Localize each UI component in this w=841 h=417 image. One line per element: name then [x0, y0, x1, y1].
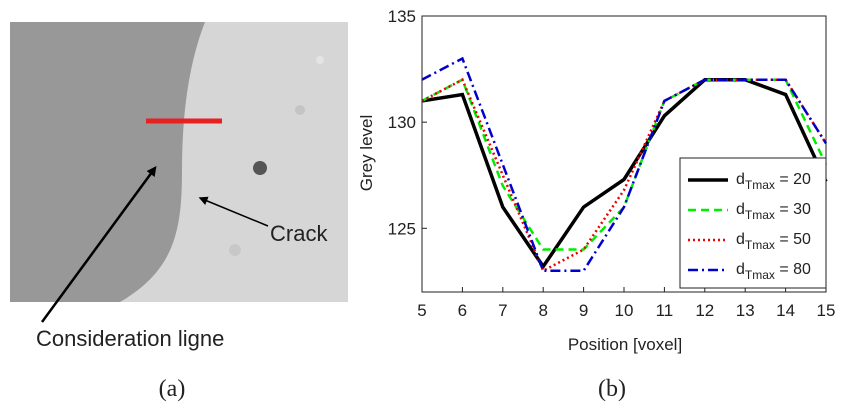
series-line: [422, 77, 828, 270]
panel-label: (a): [159, 376, 186, 402]
legend-label: dTmax = 50: [736, 231, 811, 252]
x-tick-label: 15: [817, 301, 836, 320]
x-tick-label: 9: [579, 301, 588, 320]
x-tick-label: 8: [538, 301, 547, 320]
x-tick-label: 11: [656, 301, 674, 320]
micrograph: [10, 22, 348, 323]
legend-label: dTmax = 80: [736, 261, 811, 282]
y-axis-label: Grey level: [357, 115, 376, 192]
x-tick-label: 12: [695, 301, 714, 320]
annotation: Crack: [270, 221, 328, 246]
x-tick-label: 5: [417, 301, 426, 320]
series-line: [422, 77, 828, 273]
x-tick-label: 13: [736, 301, 755, 320]
y-tick-label: 135: [388, 7, 416, 26]
legend-label: dTmax = 20: [736, 171, 811, 192]
y-tick-label: 125: [388, 219, 416, 238]
x-axis-label: Position [voxel]: [568, 335, 682, 354]
annotation: Consideration ligne: [36, 326, 224, 351]
x-tick-label: 10: [615, 301, 634, 320]
legend-label: dTmax = 30: [736, 201, 811, 222]
panel-label: (b): [598, 376, 626, 402]
x-tick-label: 6: [458, 301, 467, 320]
y-tick-label: 130: [388, 113, 416, 132]
plot-frame: [421, 15, 827, 293]
x-tick-label: 7: [498, 301, 507, 320]
x-tick-label: 14: [776, 301, 795, 320]
series-line: [422, 56, 828, 273]
